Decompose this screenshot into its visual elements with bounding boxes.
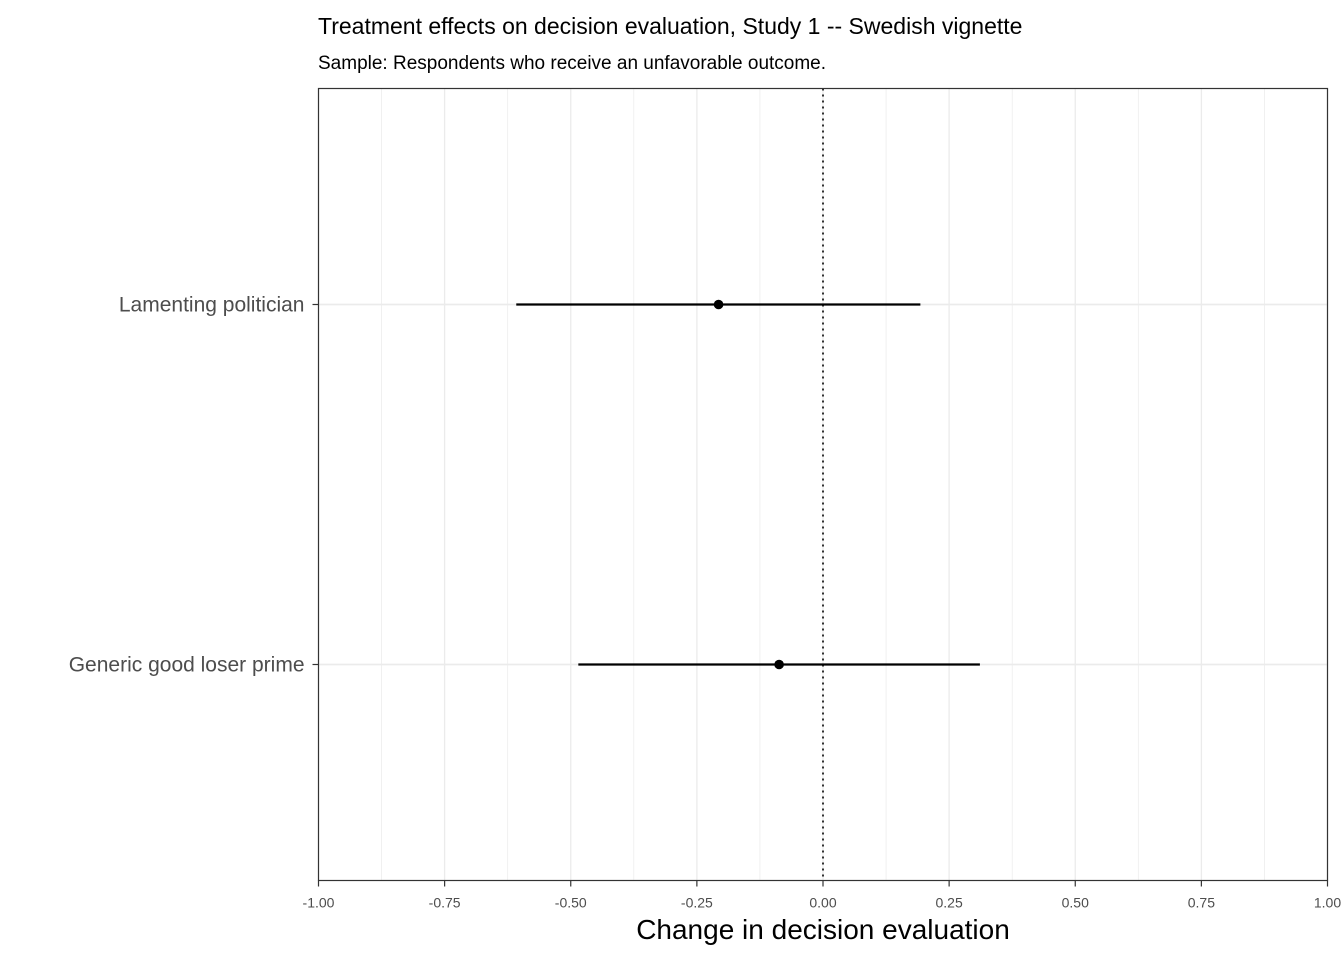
chart-subtitle: Sample: Respondents who receive an unfav… <box>318 53 826 74</box>
chart-title: Treatment effects on decision evaluation… <box>318 13 1022 39</box>
y-tick-label: Generic good loser prime <box>69 654 305 677</box>
x-tick-label: 0.00 <box>809 895 836 911</box>
x-tick-label: 0.25 <box>936 895 963 911</box>
y-axis: Lamenting politician Generic good loser p… <box>69 294 319 677</box>
estimate-marks <box>516 299 980 670</box>
estimate-point <box>713 299 724 310</box>
x-tick-label: 0.50 <box>1062 895 1089 911</box>
x-tick-label: -0.50 <box>555 895 587 911</box>
x-tick-label: -0.75 <box>429 895 461 911</box>
x-axis: -1.00 -0.75 -0.50 -0.25 0.00 0.25 0.50 0.75 1.00 <box>303 880 1341 911</box>
x-tick-label: 0.75 <box>1188 895 1215 911</box>
x-tick-label: -0.25 <box>681 895 713 911</box>
estimate-point <box>774 659 784 670</box>
x-axis-label: Change in decision evaluation <box>636 914 1010 945</box>
x-tick-label: -1.00 <box>303 895 335 911</box>
x-tick-label: 1.00 <box>1314 895 1341 911</box>
y-tick-label: Lamenting politician <box>119 294 305 317</box>
